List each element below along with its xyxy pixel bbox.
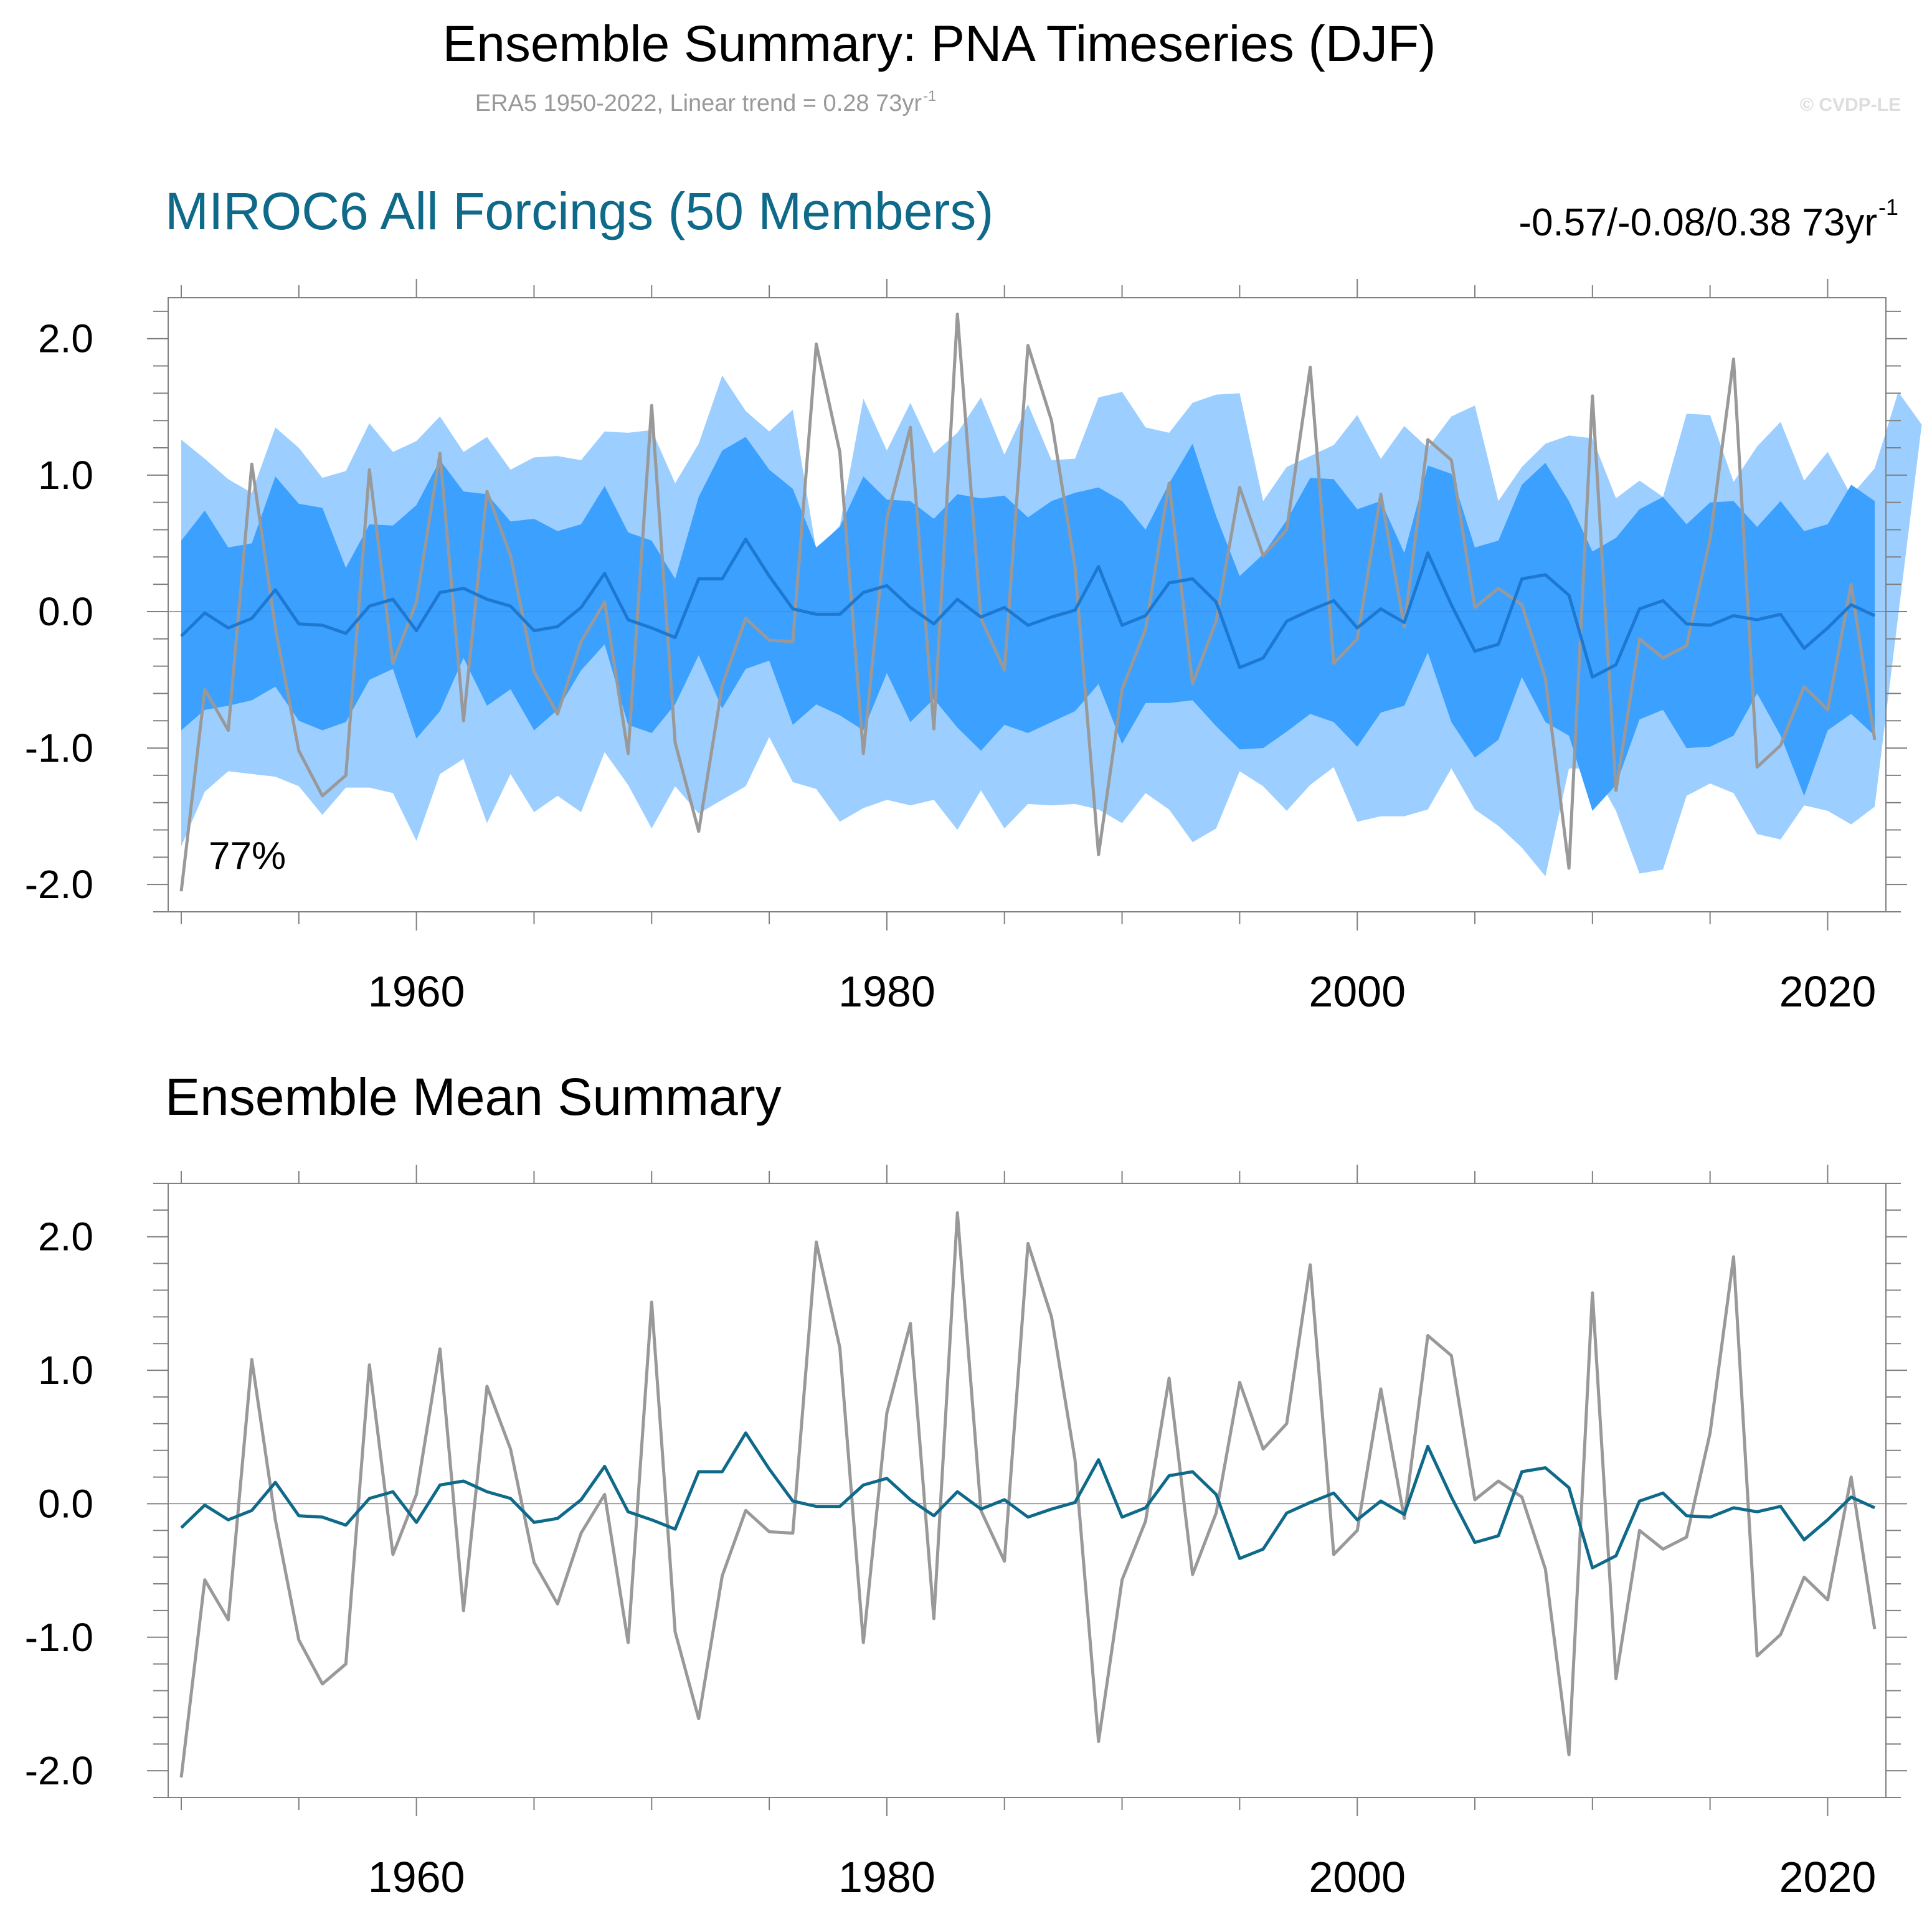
y-tick-label: 1.0: [38, 453, 93, 498]
x-tick-label: 1980: [838, 967, 935, 1016]
top-panel: 2.0 1.0 0.0 -1.0 -2.0 1960 1980 2000 2020 77%: [25, 279, 1922, 1016]
plot-frame: [168, 1183, 1887, 1798]
y-tick-label: -2.0: [25, 862, 93, 907]
subtitle: ERA5 1950-2022, Linear trend = 0.28 73yr: [475, 90, 922, 116]
y-tick-label: -2.0: [25, 1748, 93, 1793]
y-tick-label: 0.0: [38, 589, 93, 634]
y-tick-label: 2.0: [38, 316, 93, 361]
x-tick-label: 2020: [1779, 1853, 1877, 1901]
subtitle-superscript: -1: [923, 88, 936, 105]
bottom-panel-title: Ensemble Mean Summary: [165, 1068, 782, 1126]
ensemble-mean-line: [180, 1431, 1876, 1570]
y-tick-label: 0.0: [38, 1481, 93, 1526]
top-panel-title: MIROC6 All Forcings (50 Members): [165, 182, 993, 240]
x-tick-label: 2000: [1309, 967, 1406, 1016]
bottom-panel: 2.0 1.0 0.0 -1.0 -2.0 1960 1980 2000 2020: [25, 1165, 1907, 1901]
axis-ticks: [147, 1165, 1907, 1816]
y-tick-label: -1.0: [25, 1615, 93, 1660]
axis-ticks: [147, 279, 1907, 930]
x-tick-label: 1980: [838, 1853, 935, 1901]
x-tick-labels: 1960 1980 2000 2020: [368, 967, 1877, 1016]
x-tick-label: 2000: [1309, 1853, 1406, 1901]
y-tick-label: 2.0: [38, 1214, 93, 1259]
x-tick-labels: 1960 1980 2000 2020: [368, 1853, 1877, 1901]
trend-range-stats: -0.57/-0.08/0.38 73yr: [1518, 201, 1877, 244]
main-title: Ensemble Summary: PNA Timeseries (DJF): [443, 16, 1436, 72]
x-tick-label: 1960: [368, 967, 465, 1016]
percent-label: 77%: [209, 835, 286, 878]
y-tick-labels: 2.0 1.0 0.0 -1.0 -2.0: [25, 316, 93, 907]
credit-watermark: © CVDP-LE: [1800, 95, 1901, 115]
x-tick-label: 1960: [368, 1853, 465, 1901]
x-tick-label: 2020: [1779, 967, 1877, 1016]
y-tick-label: -1.0: [25, 726, 93, 770]
y-tick-label: 1.0: [38, 1348, 93, 1393]
ensemble-mean-line: [180, 537, 1876, 679]
plot-frame: [168, 297, 1887, 912]
y-tick-labels: 2.0 1.0 0.0 -1.0 -2.0: [25, 1214, 93, 1793]
trend-range-superscript: -1: [1878, 194, 1898, 220]
era5-observed-line: [179, 312, 1877, 892]
era5-observed-line: [179, 1211, 1877, 1778]
